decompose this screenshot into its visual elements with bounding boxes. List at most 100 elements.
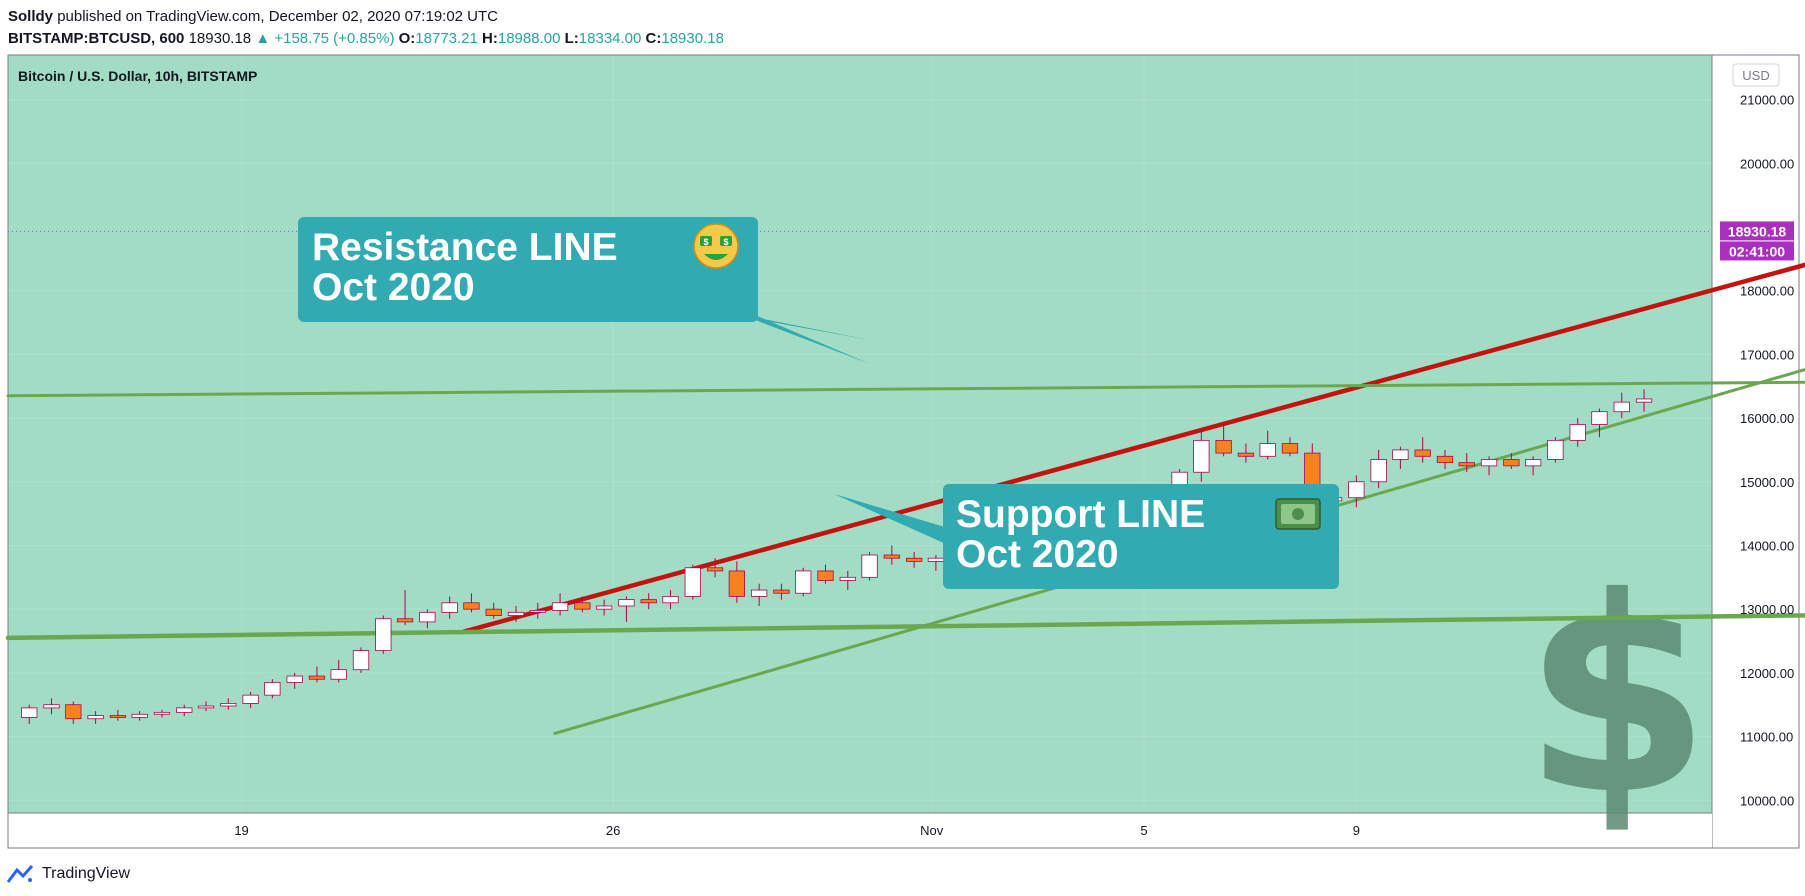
last-price: 18930.18 bbox=[188, 30, 252, 47]
candle[interactable] bbox=[286, 672, 303, 689]
candle-body bbox=[618, 599, 635, 607]
candle[interactable] bbox=[65, 701, 82, 724]
candle[interactable] bbox=[595, 599, 613, 616]
last-price-tag-label: 18930.18 bbox=[1728, 223, 1787, 239]
plot-area[interactable] bbox=[8, 55, 1712, 813]
candle[interactable] bbox=[220, 698, 237, 710]
candle-body bbox=[176, 707, 193, 713]
candle[interactable] bbox=[1503, 453, 1520, 470]
candle[interactable] bbox=[1569, 418, 1586, 447]
candle[interactable] bbox=[817, 564, 834, 584]
candle[interactable] bbox=[839, 570, 856, 591]
candle[interactable] bbox=[242, 691, 259, 708]
price-scale[interactable] bbox=[1712, 55, 1799, 813]
candle[interactable] bbox=[906, 551, 923, 568]
candle[interactable] bbox=[1635, 389, 1653, 412]
candle[interactable] bbox=[87, 711, 104, 724]
candle-body bbox=[308, 675, 326, 680]
candle-body bbox=[839, 576, 856, 581]
candle[interactable] bbox=[1480, 456, 1498, 476]
candle[interactable] bbox=[441, 596, 458, 619]
candle[interactable] bbox=[861, 551, 878, 581]
ohlc-legend: BITSTAMP:BTCUSD, 600 18930.18 ▲ +158.75 … bbox=[8, 28, 1788, 50]
candle[interactable] bbox=[330, 660, 347, 683]
candle-body bbox=[883, 554, 900, 559]
candle[interactable] bbox=[352, 647, 370, 673]
candle[interactable] bbox=[1370, 449, 1387, 489]
channel-lower-line[interactable] bbox=[5, 606, 1805, 641]
candle[interactable] bbox=[750, 583, 768, 606]
candle-body bbox=[375, 618, 392, 651]
candle[interactable] bbox=[264, 679, 281, 699]
candle[interactable] bbox=[1348, 475, 1365, 508]
currency-label: USD bbox=[1742, 68, 1769, 83]
candle[interactable] bbox=[43, 698, 60, 715]
candle[interactable] bbox=[1436, 449, 1454, 470]
candle[interactable] bbox=[1215, 424, 1232, 457]
candle[interactable] bbox=[728, 561, 745, 603]
candle-body bbox=[1215, 439, 1232, 454]
candle-body bbox=[662, 596, 679, 604]
candle[interactable] bbox=[1193, 430, 1210, 482]
candle[interactable] bbox=[463, 593, 480, 613]
candle[interactable] bbox=[153, 709, 171, 718]
author-name[interactable]: Solldy bbox=[8, 8, 54, 25]
candle[interactable] bbox=[21, 704, 38, 724]
candle[interactable] bbox=[419, 609, 436, 629]
candle[interactable] bbox=[640, 593, 657, 610]
candle[interactable] bbox=[618, 596, 635, 622]
candle[interactable] bbox=[131, 711, 148, 721]
candle-body bbox=[220, 703, 237, 707]
candle[interactable] bbox=[197, 701, 215, 712]
candle[interactable] bbox=[1414, 437, 1431, 463]
candle-body bbox=[109, 715, 127, 718]
annotation-resistance[interactable]: Resistance LINE Oct 2020 $ $ bbox=[298, 217, 870, 364]
price-tick-label: 13000.00 bbox=[1740, 602, 1794, 617]
currency-badge[interactable]: USD bbox=[1732, 63, 1780, 87]
chart-header: Solldy published on TradingView.com, Dec… bbox=[8, 6, 1788, 50]
annotation-support[interactable]: Support LINE Oct 2020 bbox=[834, 484, 1339, 589]
support-line[interactable] bbox=[553, 217, 1805, 735]
candle[interactable] bbox=[1613, 392, 1630, 419]
price-tick-label: 10000.00 bbox=[1740, 793, 1794, 808]
candle[interactable] bbox=[1392, 446, 1409, 470]
candle[interactable] bbox=[773, 583, 790, 600]
candle[interactable] bbox=[109, 709, 127, 721]
candle[interactable] bbox=[308, 666, 326, 683]
candle[interactable] bbox=[1591, 408, 1608, 438]
channel-upper-line[interactable] bbox=[6, 377, 1805, 398]
price-tick-label: 16000.00 bbox=[1740, 411, 1794, 426]
candle[interactable] bbox=[662, 590, 679, 610]
candle[interactable] bbox=[883, 545, 900, 565]
candle[interactable] bbox=[176, 704, 193, 717]
candle[interactable] bbox=[1547, 437, 1564, 463]
candle[interactable] bbox=[1524, 456, 1542, 476]
candle[interactable] bbox=[507, 605, 525, 622]
candle[interactable] bbox=[706, 558, 724, 578]
candle[interactable] bbox=[375, 615, 392, 654]
candle-body bbox=[861, 554, 878, 578]
candle[interactable] bbox=[551, 593, 569, 616]
candle[interactable] bbox=[485, 602, 502, 619]
time-scale[interactable] bbox=[8, 813, 1712, 848]
candle-body bbox=[1370, 459, 1387, 483]
candle[interactable] bbox=[684, 564, 701, 600]
candle-body bbox=[1591, 411, 1608, 425]
countdown-tag-label: 02:41:00 bbox=[1729, 243, 1785, 259]
candle[interactable] bbox=[529, 602, 546, 619]
tradingview-brand[interactable]: TradingView bbox=[42, 865, 131, 882]
tradingview-logo-icon[interactable] bbox=[6, 864, 36, 884]
resistance-line[interactable] bbox=[462, 122, 1805, 634]
candle[interactable] bbox=[1458, 453, 1475, 473]
candle[interactable] bbox=[574, 596, 591, 613]
symbol-label[interactable]: BITSTAMP:BTCUSD, 600 bbox=[8, 30, 185, 47]
candle[interactable] bbox=[1237, 443, 1255, 463]
price-tick-label: 20000.00 bbox=[1740, 156, 1794, 171]
banknote-icon bbox=[1275, 498, 1321, 530]
candle[interactable] bbox=[396, 590, 414, 626]
candle[interactable] bbox=[1281, 437, 1299, 457]
candle-body bbox=[153, 711, 171, 715]
candle[interactable] bbox=[795, 567, 812, 597]
candle[interactable] bbox=[1259, 430, 1276, 460]
